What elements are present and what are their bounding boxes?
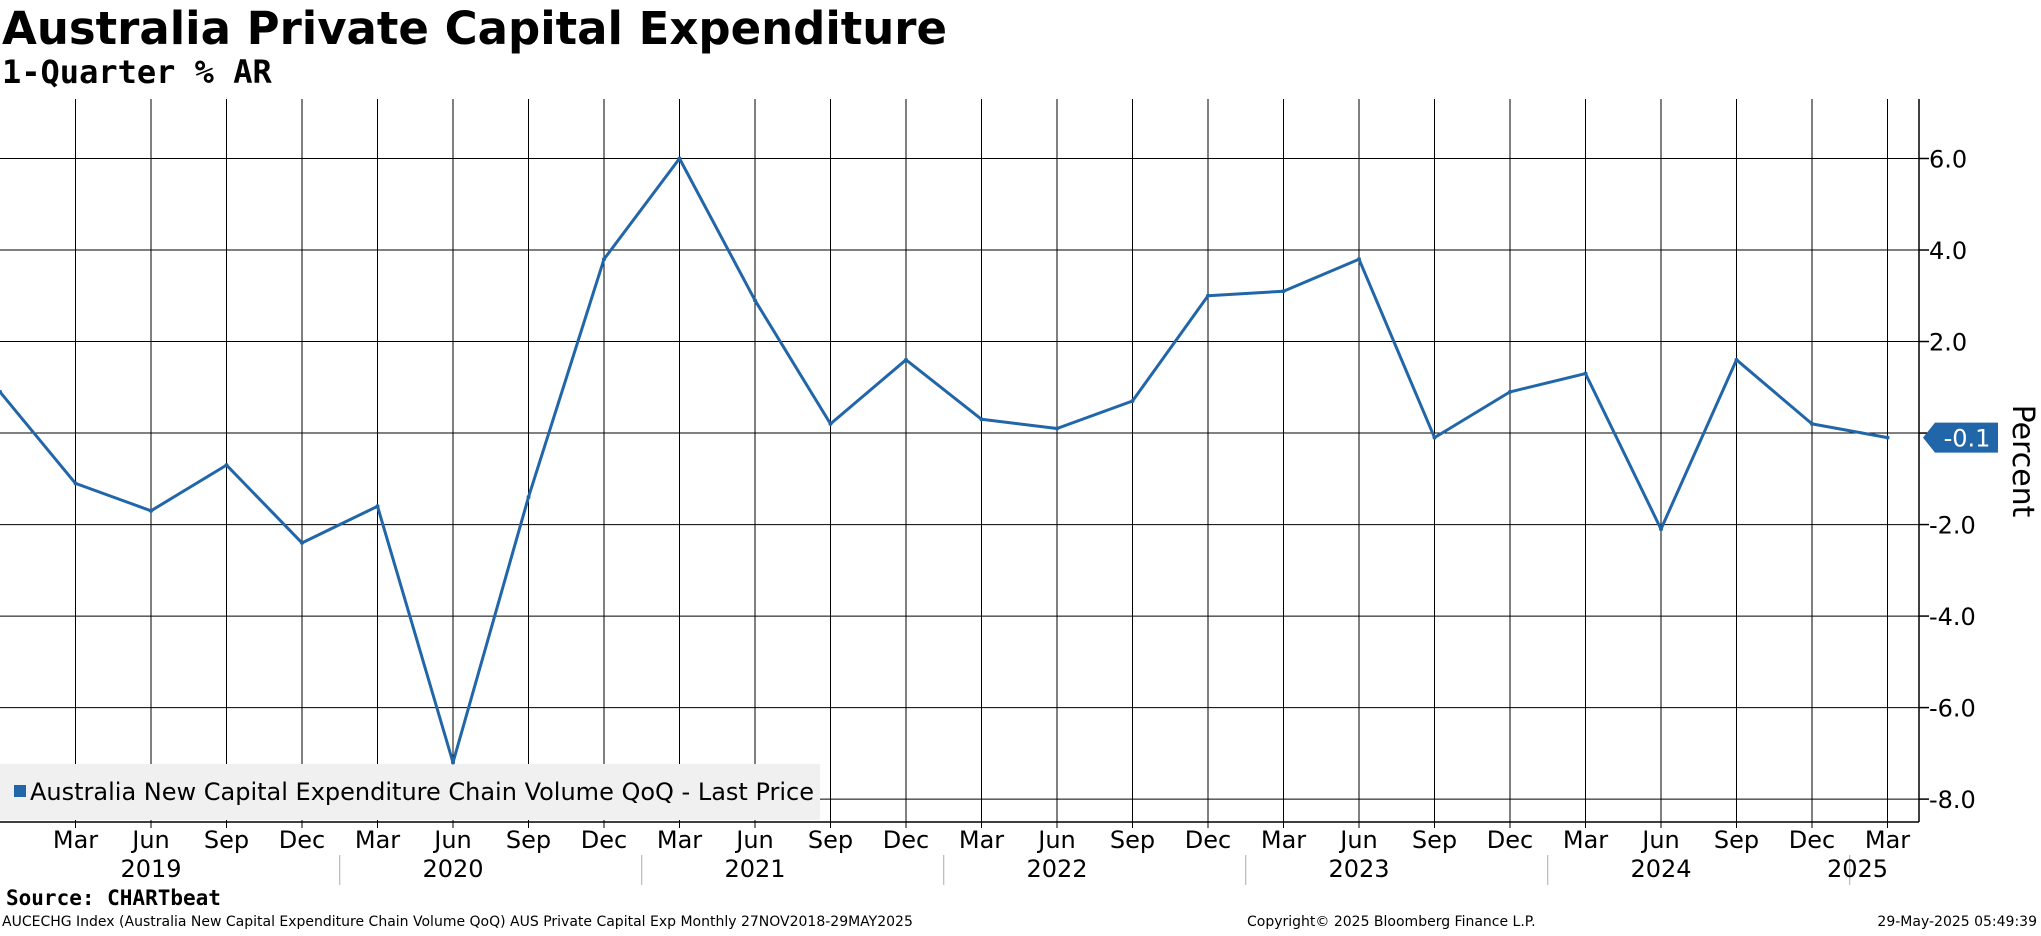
x-month-label: Sep xyxy=(204,826,249,854)
data-point xyxy=(1281,289,1286,294)
y-tick-label: 2.0 xyxy=(1929,329,1967,357)
data-point xyxy=(1432,435,1437,440)
x-month-label: Dec xyxy=(883,826,929,854)
data-point xyxy=(1357,257,1361,262)
data-point xyxy=(1659,527,1663,532)
last-value-label: -0.1 xyxy=(1944,425,1991,453)
source-note: Source: CHARTbeat xyxy=(6,886,221,910)
data-point xyxy=(1734,357,1739,362)
data-point xyxy=(73,481,78,486)
legend-swatch xyxy=(14,785,26,797)
x-month-label: Mar xyxy=(657,826,702,854)
x-month-label: Jun xyxy=(734,826,774,854)
x-month-label: Mar xyxy=(1563,826,1608,854)
x-month-label: Mar xyxy=(53,826,98,854)
data-point xyxy=(375,504,380,509)
data-point xyxy=(602,257,606,262)
x-month-label: Dec xyxy=(581,826,627,854)
y-tick-label: -4.0 xyxy=(1929,603,1976,631)
x-month-label: Mar xyxy=(355,826,400,854)
x-year-label: 2023 xyxy=(1328,855,1389,883)
x-year-label: 2021 xyxy=(724,855,785,883)
x-month-label: Dec xyxy=(1487,826,1533,854)
data-point xyxy=(0,389,2,394)
data-point xyxy=(677,156,682,161)
chart-subtitle: 1-Quarter % AR xyxy=(2,53,272,91)
x-year-label: 2024 xyxy=(1630,855,1691,883)
data-point xyxy=(979,417,984,422)
timestamp: 29-May-2025 05:49:39 xyxy=(1877,914,2037,930)
x-month-label: Sep xyxy=(1110,826,1155,854)
data-point xyxy=(300,540,304,545)
data-point xyxy=(1130,399,1135,404)
data-point xyxy=(1583,371,1588,376)
y-tick-label: -6.0 xyxy=(1929,695,1976,723)
x-month-label: Sep xyxy=(506,826,551,854)
x-year-label: 2019 xyxy=(120,855,181,883)
y-tick-label: -8.0 xyxy=(1929,786,1976,814)
data-point xyxy=(1885,435,1890,440)
chart-title: Australia Private Capital Expenditure xyxy=(2,2,948,55)
x-month-label: Sep xyxy=(1714,826,1759,854)
y-tick-label: 6.0 xyxy=(1929,145,1967,173)
x-month-label: Sep xyxy=(808,826,853,854)
data-point xyxy=(1206,293,1210,298)
x-month-label: Dec xyxy=(1185,826,1231,854)
y-axis-title: Percent xyxy=(2005,405,2040,518)
x-month-label: Jun xyxy=(1036,826,1076,854)
data-point xyxy=(526,495,531,500)
x-month-label: Mar xyxy=(1261,826,1306,854)
last-value-tag xyxy=(1923,422,1998,453)
y-tick-label: -2.0 xyxy=(1929,512,1976,540)
data-point xyxy=(224,463,229,468)
y-tick-label: 4.0 xyxy=(1929,237,1967,265)
data-point xyxy=(149,508,153,513)
x-month-label: Dec xyxy=(1789,826,1835,854)
x-month-label: Jun xyxy=(1640,826,1680,854)
x-month-label: Mar xyxy=(1865,826,1910,854)
series-line xyxy=(0,157,1889,764)
data-point xyxy=(828,421,833,426)
legend-box xyxy=(0,764,820,820)
legend-label: Australia New Capital Expenditure Chain … xyxy=(30,778,814,806)
copyright-note: Copyright© 2025 Bloomberg Finance L.P. xyxy=(1247,914,1536,930)
data-point xyxy=(1508,389,1512,394)
x-year-label: 2020 xyxy=(422,855,483,883)
x-month-label: Jun xyxy=(130,826,170,854)
data-point xyxy=(904,357,908,362)
x-year-label: 2022 xyxy=(1026,855,1087,883)
data-point xyxy=(451,760,455,765)
data-point xyxy=(753,298,757,303)
data-point xyxy=(1810,421,1814,426)
data-point xyxy=(1055,426,1059,431)
x-month-label: Sep xyxy=(1412,826,1457,854)
series-description: AUCECHG Index (Australia New Capital Exp… xyxy=(2,914,913,930)
x-month-label: Jun xyxy=(1338,826,1378,854)
x-year-label: 2025 xyxy=(1827,855,1888,883)
x-month-label: Dec xyxy=(279,826,325,854)
x-month-label: Jun xyxy=(432,826,472,854)
x-month-label: Mar xyxy=(959,826,1004,854)
